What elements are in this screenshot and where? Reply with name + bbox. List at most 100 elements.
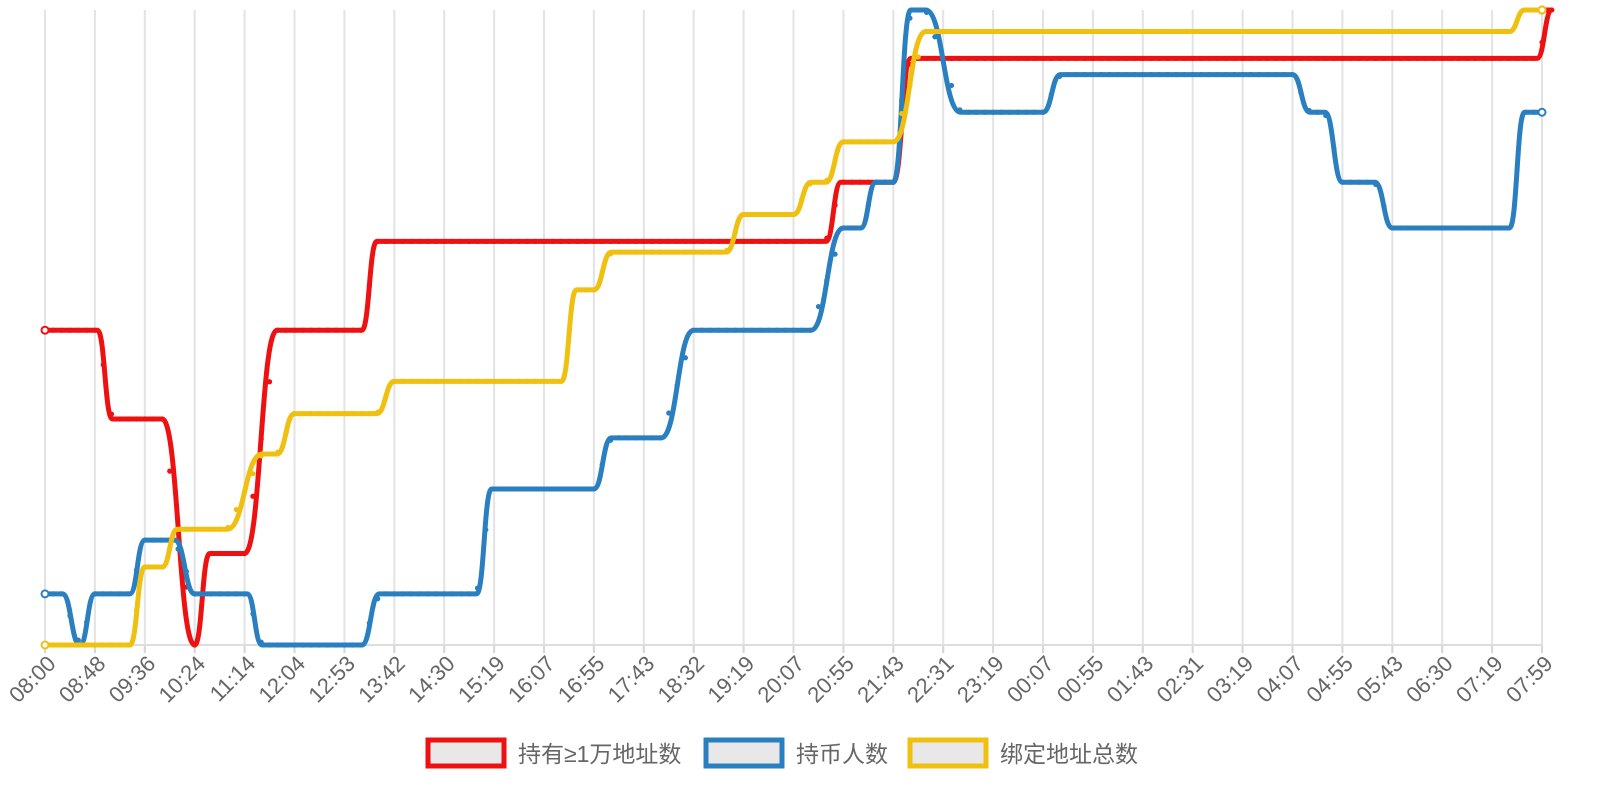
data-point [1248,28,1254,35]
data-point [1190,71,1196,78]
data-point [741,211,747,218]
data-point [1389,225,1395,231]
data-point [1198,55,1204,62]
series-2 [40,5,1547,650]
data-point [1215,55,1221,62]
data-point [1398,225,1404,231]
data-point [1032,109,1038,115]
data-point [965,55,971,62]
data-point [1206,28,1212,35]
data-point [1539,39,1545,45]
data-point [1489,55,1495,62]
data-point [1156,55,1163,62]
data-point [1447,55,1454,62]
data-point [516,378,522,384]
data-point [474,585,481,591]
data-point [416,378,422,384]
data-point [948,55,955,62]
data-point [1447,28,1454,35]
data-point [416,591,422,597]
data-point [1256,28,1262,35]
data-point [1273,28,1279,35]
legend-item-1[interactable]: 持币人数 [703,737,888,769]
data-point [408,591,414,597]
data-point [1023,28,1029,35]
data-point [1439,28,1445,35]
data-point [283,642,289,648]
data-point [1273,55,1279,62]
data-point [1165,55,1171,62]
data-point [549,486,555,492]
data-point [1256,55,1262,62]
data-point [624,238,630,244]
data-point [499,486,506,492]
data-point [1481,55,1487,62]
x-tick-label: 07:59 [1501,651,1558,708]
data-point [691,238,697,244]
data-point [1090,55,1096,62]
data-point [275,327,281,333]
data-point [391,238,397,244]
data-point [466,378,472,384]
data-point [865,202,871,208]
data-point [1264,71,1271,78]
data-point [266,642,273,648]
data-point [682,249,688,255]
data-point [541,486,547,492]
data-point [1190,28,1196,35]
data-point [258,436,264,442]
data-point [1514,167,1520,173]
data-point [824,277,830,283]
legend-item-0[interactable]: 持有≥1万地址数 [425,737,681,769]
data-point [807,327,813,333]
data-point [1190,55,1196,62]
data-point [1522,55,1528,62]
data-point [1156,28,1163,35]
data-point [441,238,447,244]
data-point [882,139,888,145]
end-marker [40,640,50,650]
legend-swatch [703,737,785,769]
data-point [117,591,123,597]
data-point [616,238,622,244]
data-point [75,637,81,643]
data-point [150,564,156,570]
data-point [200,591,206,597]
data-point [1414,225,1420,231]
data-point [1173,55,1179,62]
data-point [707,249,713,255]
data-point [599,461,605,468]
data-point [1156,71,1163,78]
data-point [965,109,971,115]
data-point [424,378,431,384]
data-point [1206,55,1212,62]
data-point [59,642,65,648]
data-point [333,327,339,333]
data-point [774,238,780,244]
data-point [1306,28,1312,35]
x-tick-label: 14:30 [403,651,460,708]
data-point [957,28,963,35]
data-point [458,238,464,244]
data-point [832,158,838,164]
data-point [840,179,847,185]
data-point [458,591,464,597]
x-tick-label: 06:30 [1401,651,1458,708]
data-point [258,639,264,645]
data-point [890,139,896,145]
data-point [125,591,131,597]
data-point [948,28,955,35]
data-point [998,109,1005,115]
data-point [424,238,431,244]
data-point [691,327,697,333]
legend-item-2[interactable]: 绑定地址总数 [907,737,1138,769]
data-point [200,526,206,532]
data-point [657,249,664,255]
data-point [441,591,447,597]
data-point [599,238,605,244]
x-tick-label: 17:43 [603,651,660,708]
x-tick-label: 20:55 [802,651,859,708]
data-point [1522,109,1528,115]
data-point [907,15,913,21]
data-point [108,591,115,597]
